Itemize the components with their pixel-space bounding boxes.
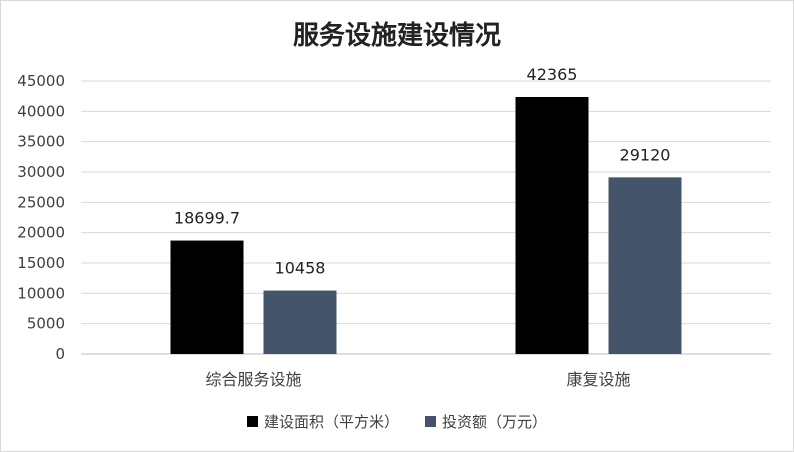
y-tick-label: 45000 bbox=[17, 72, 65, 90]
data-label: 29120 bbox=[620, 145, 671, 164]
x-category-label: 康复设施 bbox=[566, 370, 630, 389]
x-category-label: 综合服务设施 bbox=[205, 370, 301, 389]
y-tick-label: 20000 bbox=[17, 224, 65, 242]
y-axis: 0 5000 10000 15000 20000 25000 30000 35000 40000… bbox=[17, 72, 65, 363]
legend-label-investment: 投资额（万元） bbox=[442, 413, 548, 431]
chart-title: 服务设施建设情况 bbox=[292, 21, 501, 51]
y-tick-label: 5000 bbox=[27, 315, 65, 333]
legend: 建设面积（平方米） 投资额（万元） bbox=[1, 411, 793, 432]
data-label: 18699.7 bbox=[174, 209, 240, 228]
legend-label-area: 建设面积（平方米） bbox=[263, 413, 399, 431]
legend-swatch-area bbox=[246, 416, 258, 427]
y-tick-label: 15000 bbox=[17, 254, 65, 272]
y-tick-label: 40000 bbox=[17, 102, 65, 120]
legend-item-investment: 投资额（万元） bbox=[425, 411, 547, 432]
legend-item-area: 建设面积（平方米） bbox=[246, 411, 399, 432]
bars bbox=[170, 96, 682, 355]
y-tick-label: 25000 bbox=[17, 193, 65, 211]
legend-swatch-investment bbox=[425, 416, 436, 427]
x-axis: 综合服务设施 康复设施 bbox=[205, 370, 630, 389]
data-labels: 18699.7 10458 42365 29120 bbox=[174, 65, 671, 278]
data-label: 42365 bbox=[527, 65, 578, 84]
y-tick-label: 35000 bbox=[17, 133, 65, 151]
bar-investment bbox=[608, 177, 682, 354]
y-tick-label: 30000 bbox=[17, 163, 65, 181]
y-tick-label: 10000 bbox=[17, 284, 65, 302]
bar-area bbox=[170, 240, 244, 354]
bar-investment bbox=[263, 290, 337, 354]
data-label: 10458 bbox=[275, 259, 326, 278]
y-tick-label: 0 bbox=[55, 345, 65, 363]
bar-area bbox=[515, 96, 589, 355]
